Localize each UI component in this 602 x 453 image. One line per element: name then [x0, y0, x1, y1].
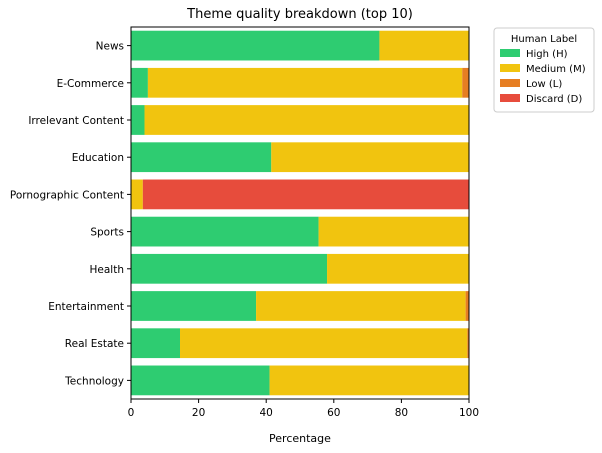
bar-real-estate-high-h	[131, 328, 181, 359]
y-tick-label: News	[96, 41, 124, 53]
x-tick-label: 80	[395, 407, 408, 419]
x-tick-label: 40	[260, 407, 273, 419]
bar-irrelevant-content-medium-m	[144, 105, 469, 135]
y-tick-label: Education	[72, 152, 124, 164]
chart-title: Theme quality breakdown (top 10)	[186, 7, 413, 22]
legend-swatch-discard-d	[500, 94, 520, 102]
bar-pornographic-content-medium-m	[131, 179, 143, 210]
y-tick-label: E-Commerce	[57, 78, 124, 90]
legend: Human Label High (H) Medium (M) Low (L) Dis…	[493, 27, 595, 113]
x-tick-label: 0	[128, 407, 135, 419]
bar-real-estate-low-l	[467, 328, 469, 359]
y-tick-label: Irrelevant Content	[28, 115, 124, 127]
y-tick-label: Health	[90, 264, 124, 276]
y-tick-label: Real Estate	[65, 338, 124, 350]
bar-entertainment-low-l	[465, 291, 469, 321]
bar-entertainment-medium-m	[256, 291, 466, 321]
x-tick-label: 60	[327, 407, 340, 419]
legend-title: Human Label	[511, 34, 577, 45]
legend-swatch-high-h	[500, 49, 520, 57]
y-tick-label: Entertainment	[48, 301, 124, 313]
bar-education-medium-m	[271, 142, 469, 173]
bar-news-high-h	[131, 30, 380, 61]
legend-swatch-low-l	[500, 79, 520, 87]
legend-label-high-h: High (H)	[526, 49, 568, 60]
bar-real-estate-medium-m	[180, 328, 468, 359]
bar-education-high-h	[131, 142, 272, 173]
bar-health-high-h	[131, 253, 328, 284]
x-axis: 0 20 40 60 80 100	[128, 399, 479, 419]
y-tick-label: Sports	[90, 227, 124, 239]
legend-label-medium-m: Medium (M)	[526, 64, 586, 75]
bar-e-commerce-high-h	[131, 67, 148, 98]
legend-label-low-l: Low (L)	[526, 79, 562, 90]
bar-sports-medium-m	[318, 216, 469, 247]
bar-technology-high-h	[131, 365, 270, 396]
x-tick-label: 100	[459, 407, 479, 419]
legend-label-discard-d: Discard (D)	[526, 94, 582, 105]
bar-e-commerce-medium-m	[147, 67, 463, 98]
y-tick-label: Pornographic Content	[10, 189, 124, 201]
plot-frame	[130, 26, 470, 400]
bar-pornographic-content-discard-d	[142, 179, 469, 210]
bar-health-medium-m	[327, 253, 469, 284]
y-axis: News E-Commerce Irrelevant Content Educatio…	[10, 41, 131, 387]
legend-swatch-medium-m	[500, 64, 520, 72]
bar-technology-medium-m	[269, 365, 469, 396]
y-tick-label: Technology	[64, 375, 124, 387]
bar-e-commerce-low-l	[462, 67, 469, 98]
x-tick-label: 20	[192, 407, 205, 419]
bar-irrelevant-content-high-h	[131, 105, 145, 135]
bars	[131, 30, 469, 396]
bar-sports-high-h	[131, 216, 319, 247]
bar-news-medium-m	[379, 30, 469, 61]
x-axis-label: Percentage	[269, 432, 331, 445]
bar-entertainment-high-h	[131, 291, 257, 321]
